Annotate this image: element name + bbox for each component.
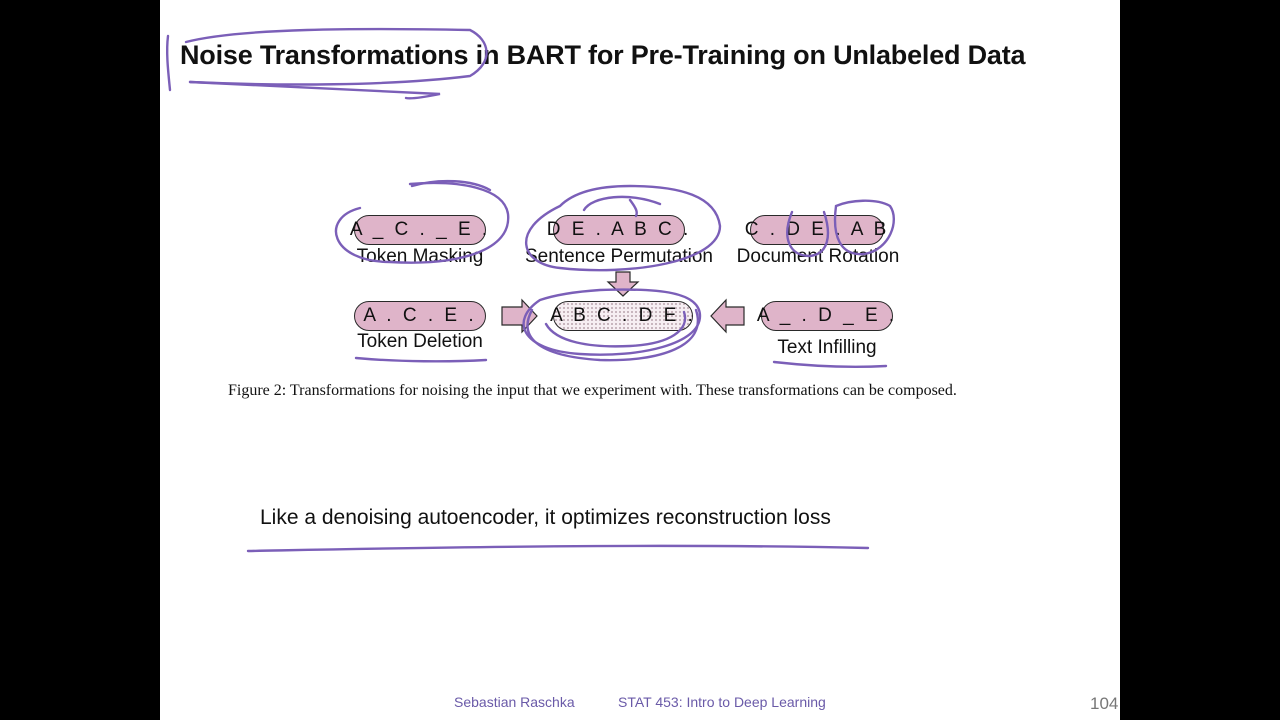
token-deletion-underline bbox=[354, 356, 488, 363]
title-bracket-stroke bbox=[165, 34, 172, 92]
pill-token-masking: A _ C . _ E . bbox=[350, 215, 487, 245]
label-sentence-permutation: Sentence Permutation bbox=[524, 246, 713, 267]
slide: Noise Transformations in BART for Pre-Tr… bbox=[160, 0, 1120, 720]
sentence-permutation-swirl bbox=[582, 195, 662, 218]
figure-caption: Figure 2: Transformations for noising th… bbox=[228, 382, 957, 399]
figure-arrows bbox=[501, 271, 745, 334]
pill-original-text: A B C . D E . bbox=[550, 301, 693, 331]
pill-sentence-permutation: D E . A B C . bbox=[547, 215, 688, 245]
token-masking-loop bbox=[410, 179, 492, 192]
title-underline-stroke bbox=[188, 80, 441, 100]
pill-token-deletion: A . C . E . bbox=[354, 301, 486, 331]
label-token-deletion: Token Deletion bbox=[357, 331, 483, 352]
arrow-from-deletion bbox=[501, 298, 538, 334]
label-text-infilling: Text Infilling bbox=[777, 337, 877, 358]
label-token-masking: Token Masking bbox=[356, 246, 484, 267]
footer-author: Sebastian Raschka bbox=[454, 694, 575, 710]
slide-title: Noise Transformations in BART for Pre-Tr… bbox=[180, 40, 1026, 70]
arrow-from-permutation bbox=[606, 271, 640, 297]
handwritten-annotations bbox=[165, 27, 895, 553]
label-document-rotation: Document Rotation bbox=[736, 246, 900, 267]
pill-text-infilling: A _ . D _ E . bbox=[757, 301, 894, 331]
arrow-from-infilling bbox=[710, 298, 745, 334]
footer-course: STAT 453: Intro to Deep Learning bbox=[618, 694, 826, 710]
page-number: 104 bbox=[1090, 694, 1119, 713]
pill-document-rotation: C . D E . A B bbox=[745, 215, 886, 245]
text-infilling-underline bbox=[772, 360, 888, 368]
statement-text: Like a denoising autoencoder, it optimiz… bbox=[260, 506, 831, 529]
statement-underline bbox=[246, 544, 870, 553]
